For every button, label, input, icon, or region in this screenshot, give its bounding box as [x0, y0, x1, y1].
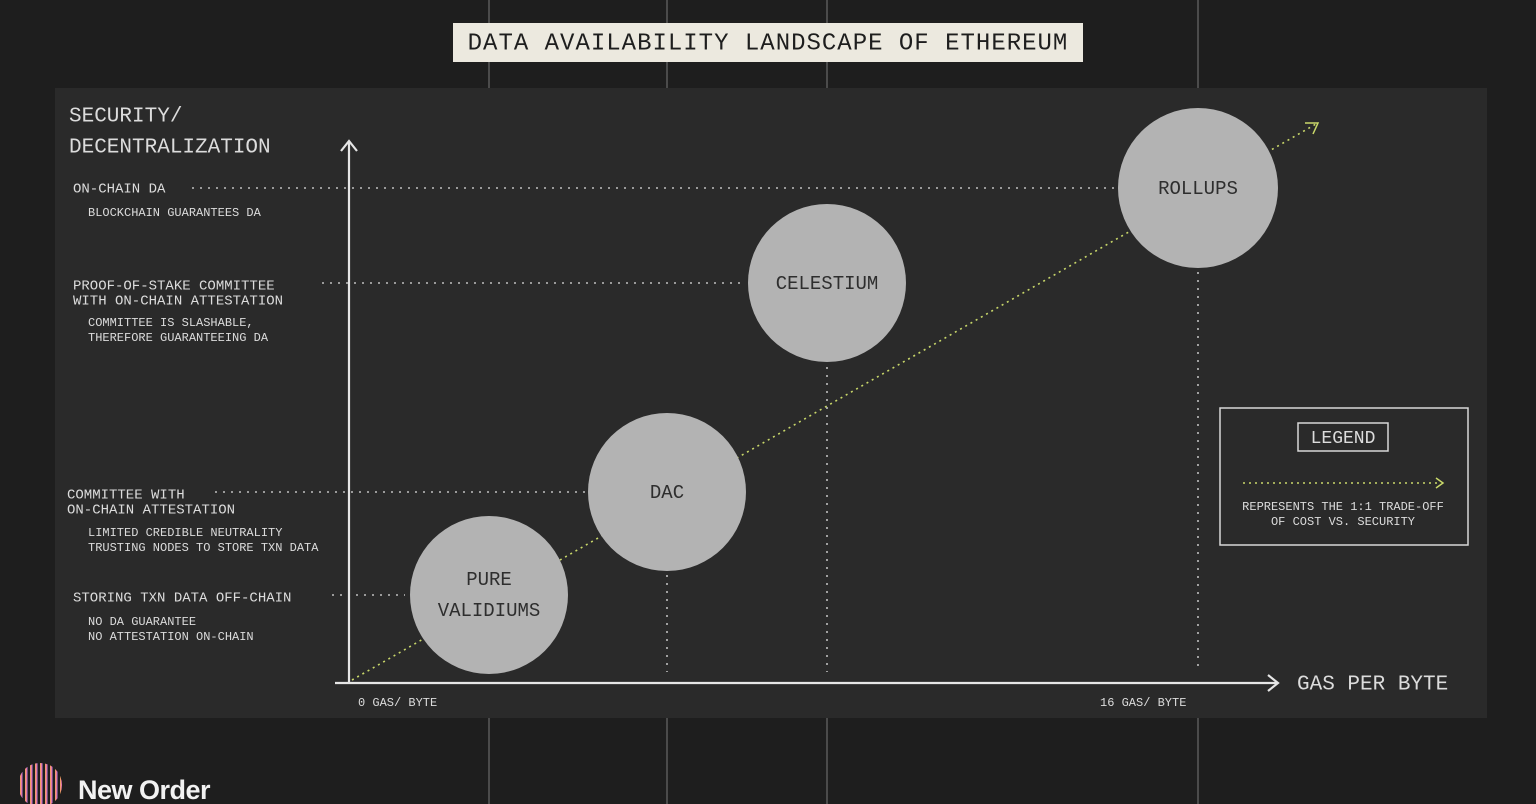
title-box [453, 23, 1083, 62]
y-axis-label: DECENTRALIZATION [69, 137, 271, 160]
x-axis-label: GAS PER BYTE [1297, 674, 1448, 697]
level-note: LIMITED CREDIBLE NEUTRALITY [88, 526, 282, 540]
legend-line [1243, 477, 1445, 489]
level-note: THEREFORE GUARANTEEING DA [88, 331, 269, 345]
title: DATA AVAILABILITY LANDSCAPE OF ETHEREUM [468, 30, 1069, 57]
level-title: STORING TXN DATA OFF-CHAIN [73, 591, 291, 607]
axes [335, 139, 1280, 692]
node-label: ROLLUPS [1158, 178, 1238, 200]
nodes [410, 108, 1278, 674]
brand-name: New Order [78, 775, 211, 804]
level-title: ON-CHAIN ATTESTATION [67, 503, 235, 519]
level-note: TRUSTING NODES TO STORE TXN DATA [88, 541, 319, 555]
x-tick-label: 16 GAS/ BYTE [1100, 696, 1186, 710]
guides [192, 187, 1199, 672]
x-tick-label: 0 GAS/ BYTE [358, 696, 437, 710]
node-label: PURE [466, 569, 512, 591]
legend-title: LEGEND [1311, 429, 1376, 449]
node-label: CELESTIUM [776, 273, 879, 295]
level-title: PROOF-OF-STAKE COMMITTEE [73, 279, 275, 295]
legend-text: OF COST VS. SECURITY [1271, 515, 1415, 529]
legend-text: REPRESENTS THE 1:1 TRADE-OFF [1242, 500, 1444, 514]
level-note: NO ATTESTATION ON-CHAIN [88, 630, 254, 644]
level-title: WITH ON-CHAIN ATTESTATION [73, 294, 283, 310]
brand-logo [18, 763, 62, 804]
node-label: DAC [650, 482, 684, 504]
node-label: VALIDIUMS [438, 600, 541, 622]
y-axis-label: SECURITY/ [69, 106, 182, 129]
level-note: NO DA GUARANTEE [88, 615, 196, 629]
level-note: BLOCKCHAIN GUARANTEES DA [88, 206, 262, 220]
legend-title-box [1297, 422, 1389, 452]
trend-line [351, 122, 1320, 681]
level-title: COMMITTEE WITH [67, 488, 185, 504]
legend-box [1219, 407, 1469, 546]
level-title: ON-CHAIN DA [73, 182, 166, 198]
level-note: COMMITTEE IS SLASHABLE, [88, 316, 254, 330]
